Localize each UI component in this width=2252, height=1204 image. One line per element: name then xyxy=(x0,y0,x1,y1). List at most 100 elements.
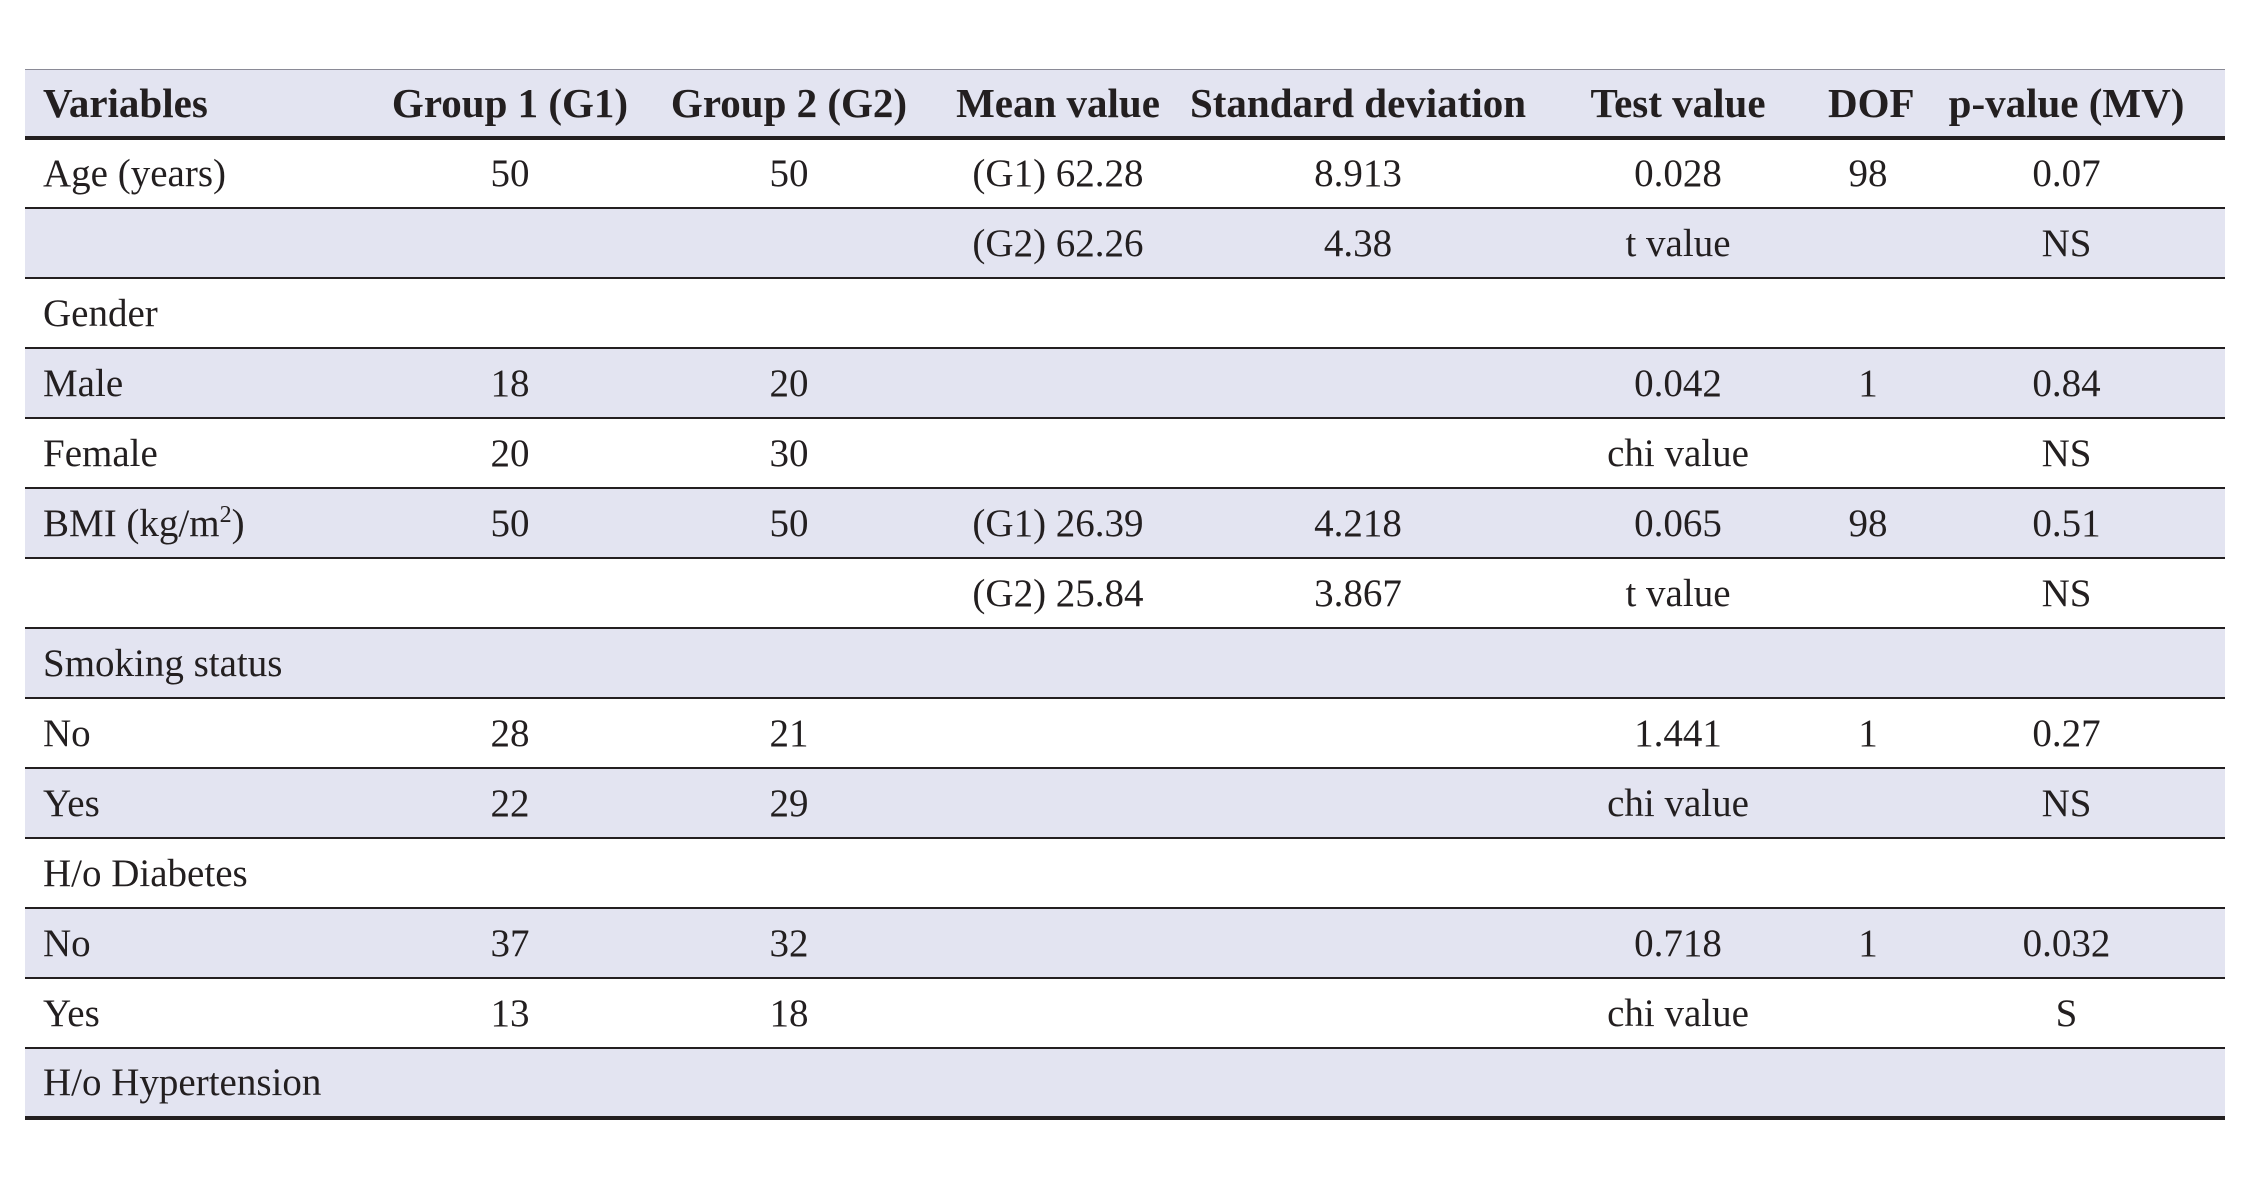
mean-value-cell: (G1) 62.28 xyxy=(972,152,1144,195)
group-1-cell xyxy=(370,558,650,628)
table-row: Smoking status xyxy=(25,628,2225,698)
mean-value-cell: (G2) 62.26 xyxy=(972,221,1144,265)
dof-cell xyxy=(1828,628,1908,698)
header-test-value: Test value xyxy=(1590,80,1766,126)
group-1-cell: 50 xyxy=(490,152,530,195)
dof-cell xyxy=(1828,278,1908,348)
p-value-cell: NS xyxy=(2041,571,2092,615)
p-value-cell: 0.27 xyxy=(2032,711,2101,755)
mean-value-cell: (G1) 26.39 xyxy=(972,501,1144,545)
table-row: Female 20 30 chi value NS xyxy=(25,418,2225,488)
mean-value-cell xyxy=(928,348,1188,418)
group-1-cell: 22 xyxy=(490,781,530,825)
test-value-cell: chi value xyxy=(1607,781,1749,825)
mean-value-cell xyxy=(928,1048,1188,1118)
test-value-cell: 1.441 xyxy=(1634,711,1722,755)
standard-deviation-cell: 8.913 xyxy=(1314,152,1402,195)
mean-value-cell xyxy=(928,908,1188,978)
mean-value-cell: (G2) 25.84 xyxy=(972,571,1144,615)
test-value-cell: t value xyxy=(1625,571,1731,615)
table-body: Age (years) 50 50 (G1) 62.28 8.913 0.028 98 0.0… xyxy=(25,138,2225,1118)
mean-value-cell xyxy=(928,768,1188,838)
mean-value-cell xyxy=(928,628,1188,698)
p-value-cell: 0.032 xyxy=(2022,921,2111,965)
dof-cell: 1 xyxy=(1858,711,1878,755)
variable-cell: H/o Hypertension xyxy=(43,1061,322,1104)
group-1-cell xyxy=(370,628,650,698)
test-value-cell: 0.065 xyxy=(1634,501,1722,545)
header-dof: DOF xyxy=(1828,80,1915,126)
group-1-cell xyxy=(370,1048,650,1118)
standard-deviation-cell xyxy=(1188,908,1528,978)
group-1-cell: 18 xyxy=(490,361,530,405)
group-2-cell xyxy=(650,558,928,628)
dof-cell xyxy=(1828,838,1908,908)
variable-cell: Age (years) xyxy=(43,152,226,195)
variable-cell: Female xyxy=(43,431,158,475)
group-2-cell xyxy=(650,838,928,908)
group-1-cell xyxy=(370,208,650,278)
p-value-cell xyxy=(1908,278,2225,348)
standard-deviation-cell xyxy=(1188,628,1528,698)
table-header: Variables Group 1 (G1) Group 2 (G2) Mean… xyxy=(25,69,2225,138)
test-value-cell xyxy=(1528,1048,1828,1118)
standard-deviation-cell xyxy=(1188,1048,1528,1118)
header-row: Variables Group 1 (G1) Group 2 (G2) Mean… xyxy=(25,69,2225,138)
header-variables: Variables xyxy=(43,80,208,126)
p-value-cell: NS xyxy=(2041,431,2092,475)
header-group-2: Group 2 (G2) xyxy=(670,80,908,126)
standard-deviation-cell xyxy=(1188,278,1528,348)
group-1-cell: 37 xyxy=(490,921,530,965)
dof-cell: 1 xyxy=(1858,361,1878,405)
group-2-cell: 21 xyxy=(769,711,809,755)
group-2-cell xyxy=(650,208,928,278)
table-row: (G2) 62.26 4.38 t value NS xyxy=(25,208,2225,278)
group-2-cell: 18 xyxy=(769,991,809,1035)
dof-cell xyxy=(1828,208,1908,278)
table-row: No 37 32 0.718 1 0.032 xyxy=(25,908,2225,978)
test-value-cell: 0.042 xyxy=(1634,361,1722,405)
mean-value-cell xyxy=(928,978,1188,1048)
test-value-cell: chi value xyxy=(1607,991,1749,1035)
superscript-two: 2 xyxy=(219,501,232,528)
variable-cell: Gender xyxy=(43,291,158,335)
table-row: Male 18 20 0.042 1 0.84 xyxy=(25,348,2225,418)
p-value-cell xyxy=(1908,628,2225,698)
table-row: No 28 21 1.441 1 0.27 xyxy=(25,698,2225,768)
p-value-cell: 0.84 xyxy=(2032,361,2101,405)
variable-cell: No xyxy=(43,921,91,965)
standard-deviation-cell xyxy=(1188,348,1528,418)
header-group-1: Group 1 (G1) xyxy=(391,80,629,126)
group-2-cell: 20 xyxy=(769,361,809,405)
variable-cell: Yes xyxy=(43,781,100,825)
group-1-cell: 50 xyxy=(490,501,530,545)
standard-deviation-cell xyxy=(1188,978,1528,1048)
test-value-cell: t value xyxy=(1625,221,1731,265)
variable-cell: Male xyxy=(43,361,124,405)
table-row: H/o Diabetes xyxy=(25,838,2225,908)
standard-deviation-cell: 4.218 xyxy=(1314,501,1402,545)
dof-cell xyxy=(1828,978,1908,1048)
group-1-cell: 13 xyxy=(490,991,530,1035)
p-value-cell: 0.51 xyxy=(2032,501,2101,545)
table-row: H/o Hypertension xyxy=(25,1048,2225,1118)
mean-value-cell xyxy=(928,838,1188,908)
p-value-cell xyxy=(1908,1048,2225,1118)
group-2-cell: 50 xyxy=(769,501,809,545)
p-value-cell: NS xyxy=(2041,781,2092,825)
variable-cell xyxy=(25,208,370,278)
dof-cell: 1 xyxy=(1858,921,1878,965)
table-row: BMI (kg/m2) 50 50 (G1) 26.39 4.218 0.065 98 0.5… xyxy=(25,488,2225,558)
group-1-cell xyxy=(370,278,650,348)
dof-cell: 98 xyxy=(1848,152,1888,195)
group-2-cell: 30 xyxy=(769,431,809,475)
variable-cell: H/o Diabetes xyxy=(43,851,248,895)
test-value-cell xyxy=(1528,628,1828,698)
variable-cell: Smoking status xyxy=(43,641,283,685)
dof-cell: 98 xyxy=(1848,501,1888,545)
dof-cell xyxy=(1828,768,1908,838)
standard-deviation-cell xyxy=(1188,768,1528,838)
standard-deviation-cell xyxy=(1188,698,1528,768)
standard-deviation-cell: 4.38 xyxy=(1323,221,1393,265)
group-2-cell xyxy=(650,628,928,698)
